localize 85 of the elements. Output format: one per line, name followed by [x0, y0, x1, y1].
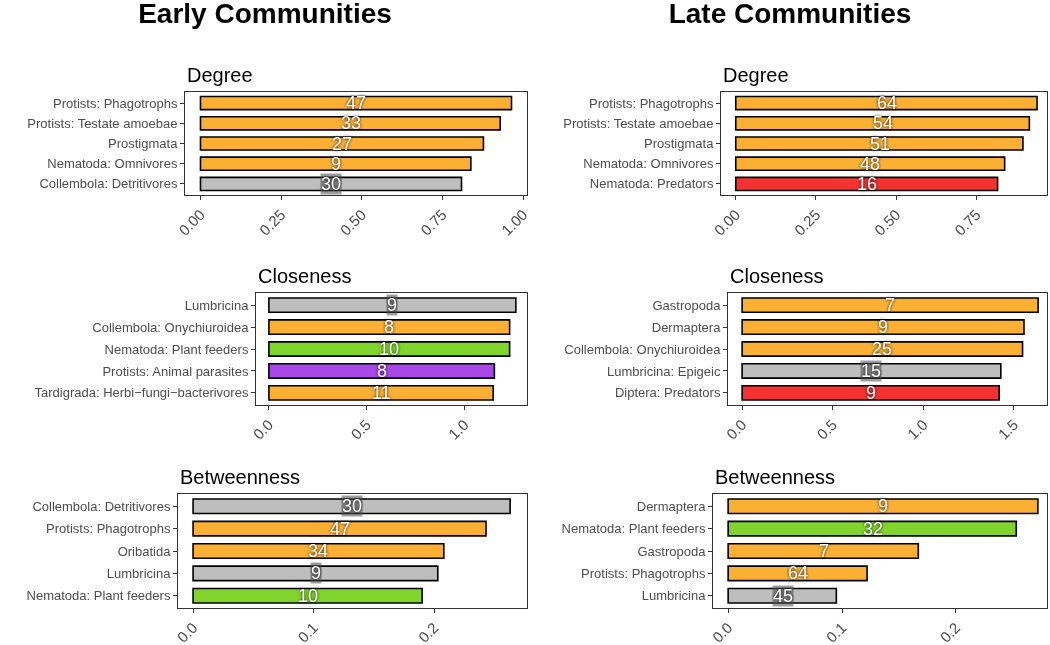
x-tick-label: 1.0: [444, 415, 472, 443]
y-tick-label: Lumbricina: [641, 588, 707, 604]
y-tick-label: Nematoda: Plant feeders: [104, 341, 249, 357]
annotation: 8: [377, 361, 388, 381]
annotation: 10: [379, 339, 400, 359]
x-tick-label: 1.0: [903, 415, 931, 443]
x-tick-label: 0.1: [822, 618, 850, 645]
chart-subtitle: Degree: [723, 64, 789, 86]
y-tick-label: Protists: Testate amoebae: [27, 115, 178, 131]
x-tick-label: 0.50: [336, 205, 370, 239]
chart-title: Early Communities: [138, 0, 392, 30]
annotation: 7: [819, 541, 830, 561]
y-tick-label: Protists: Testate amoebae: [563, 115, 714, 131]
y-tick-label: Nematoda: Omnivores: [47, 156, 178, 172]
y-tick-label: Protists: Phagotrophs: [46, 521, 171, 537]
annotation: 9: [878, 496, 889, 516]
y-tick-label: Prostigmata: [108, 136, 179, 152]
annotation: 34: [308, 541, 329, 561]
x-tick-label: 1.5: [994, 415, 1022, 443]
y-tick-label: Lumbricina: Epigeic: [606, 363, 721, 379]
y-tick-label: Protists: Phagotrophs: [589, 95, 714, 111]
annotation: 11: [372, 383, 391, 403]
x-tick-label: 0.0: [249, 415, 277, 443]
x-tick-label: 0.0: [722, 415, 750, 443]
annotation: 33: [341, 113, 362, 133]
y-tick-label: Collembola: Detritivores: [39, 176, 178, 192]
annotation: 54: [873, 113, 894, 133]
y-tick-label: Tardigrada: Herbi−fungi−bacterivores: [34, 385, 249, 401]
chart-subtitle: Closeness: [730, 265, 824, 287]
annotation: 16: [857, 174, 878, 194]
x-tick-label: 0.00: [710, 205, 744, 239]
annotation: 10: [298, 586, 319, 606]
annotation: 9: [311, 563, 322, 583]
chart-subtitle: Closeness: [258, 265, 352, 287]
annotation: 64: [877, 93, 898, 113]
chart-subtitle: Betweenness: [180, 466, 301, 488]
chart-title: Late Communities: [668, 0, 912, 30]
y-tick-label: Nematoda: Predators: [589, 176, 714, 192]
chart-subtitle: Degree: [187, 64, 253, 86]
annotation: 30: [342, 496, 363, 516]
y-tick-label: Diptera: Predators: [614, 385, 721, 401]
y-tick-label: Collembola: Onychiuroidea: [564, 341, 722, 357]
y-tick-label: Prostigmata: [644, 136, 715, 152]
y-tick-label: Nematoda: Plant feeders: [26, 588, 171, 604]
annotation: 9: [878, 317, 889, 337]
annotation: 51: [870, 134, 891, 154]
annotation: 45: [773, 586, 794, 606]
annotation: 47: [346, 93, 367, 113]
x-tick-label: 0.1: [294, 618, 322, 645]
annotation: 7: [885, 295, 896, 315]
annotation: 9: [387, 295, 398, 315]
y-tick-label: Dermaptera: [636, 498, 707, 514]
x-tick-label: 0.0: [173, 618, 201, 645]
y-tick-label: Gastropoda: [652, 297, 722, 313]
annotation: 64: [788, 563, 809, 583]
annotation: 27: [332, 134, 353, 154]
y-tick-label: Lumbricina: [106, 565, 172, 581]
annotation: 25: [872, 339, 893, 359]
annotation: 32: [863, 519, 884, 539]
x-tick-label: 0.2: [414, 618, 442, 645]
y-tick-label: Protists: Animal parasites: [102, 363, 249, 379]
y-tick-label: Dermaptera: [651, 319, 722, 335]
y-tick-label: Oribatida: [117, 543, 172, 559]
annotation: 9: [866, 383, 877, 403]
chart-subtitle: Betweenness: [715, 466, 836, 488]
annotation: 47: [330, 519, 351, 539]
annotation: 8: [384, 317, 395, 337]
y-tick-label: Gastropoda: [637, 543, 707, 559]
y-tick-label: Collembola: Detritivores: [32, 498, 171, 514]
x-tick-label: 0.0: [708, 618, 736, 645]
annotation: 30: [321, 174, 342, 194]
x-tick-label: 0.00: [175, 205, 208, 239]
y-tick-label: Lumbricina: [184, 297, 250, 313]
x-tick-label: 0.5: [347, 415, 375, 443]
y-tick-label: Protists: Phagotrophs: [53, 95, 178, 111]
annotation: 48: [860, 154, 881, 174]
y-tick-label: Protists: Phagotrophs: [581, 565, 706, 581]
y-tick-label: Nematoda: Omnivores: [583, 156, 714, 172]
x-tick-label: 0.2: [936, 618, 964, 645]
annotation: 9: [331, 154, 342, 174]
y-tick-label: Nematoda: Plant feeders: [561, 521, 706, 537]
y-tick-label: Collembola: Onychiuroidea: [92, 319, 250, 335]
annotation: 15: [861, 361, 882, 381]
x-tick-label: 0.5: [813, 415, 841, 443]
x-tick-label: 0.50: [870, 205, 904, 239]
